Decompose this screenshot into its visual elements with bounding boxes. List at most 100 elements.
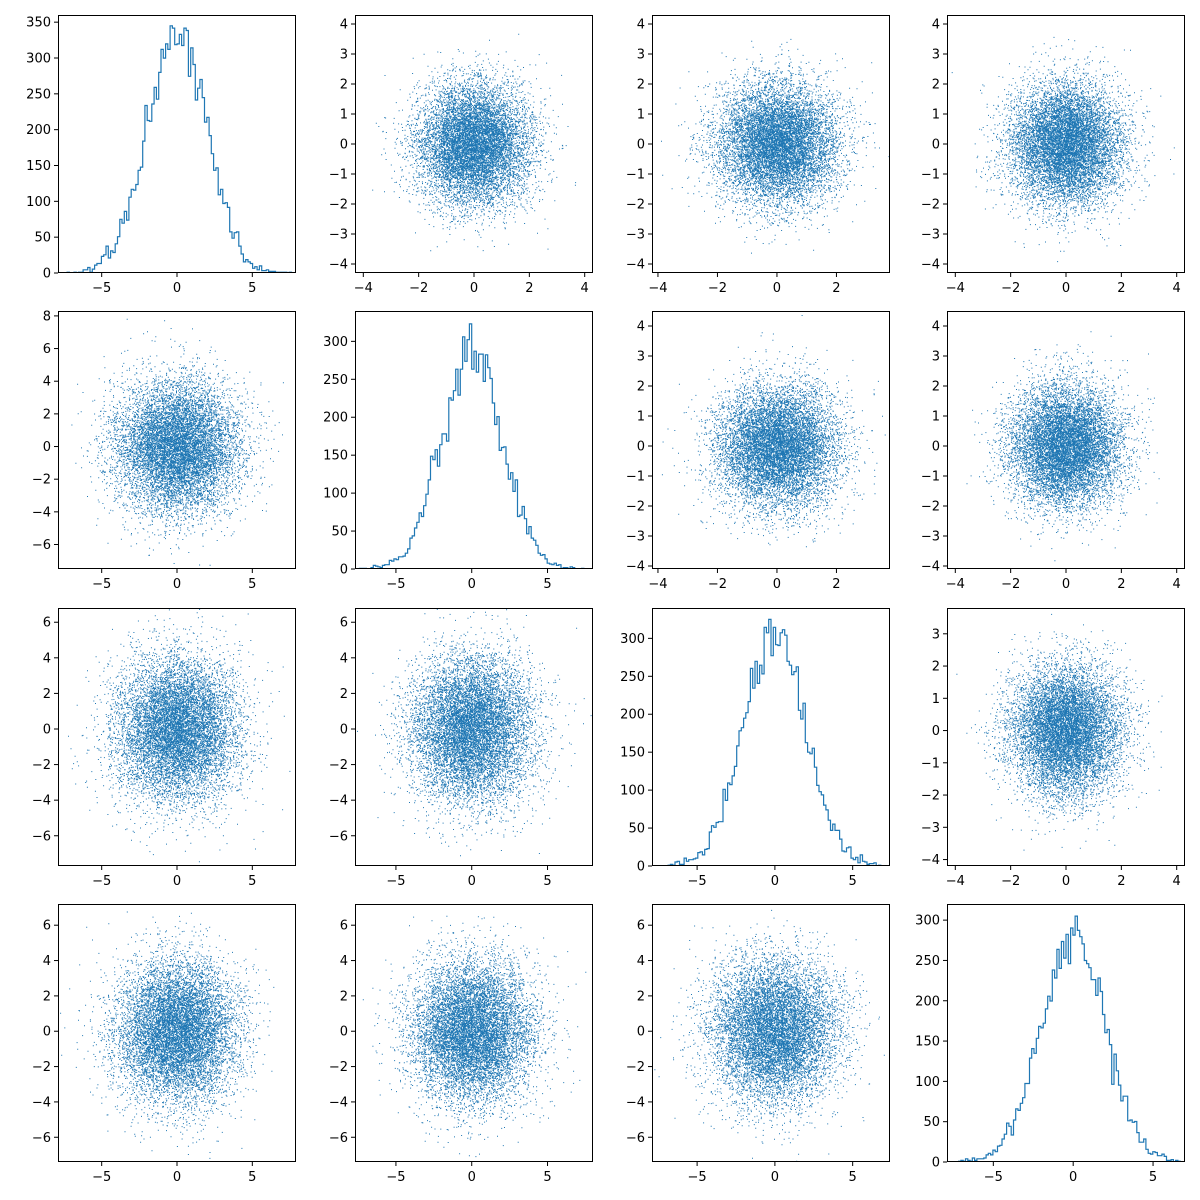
plot-area bbox=[63, 26, 292, 273]
x-tick-label: −5 bbox=[92, 281, 111, 296]
y-tick-label: 2 bbox=[932, 78, 940, 93]
x-tick-label: 5 bbox=[248, 577, 256, 592]
y-tick-label: 0 bbox=[637, 1025, 645, 1040]
y-tick-label: 2 bbox=[932, 380, 940, 395]
y-tick-label: 0 bbox=[43, 267, 51, 282]
y-tick-label: 4 bbox=[340, 954, 348, 969]
plot-area bbox=[952, 37, 1175, 262]
x-tick-label: −5 bbox=[92, 874, 111, 889]
scatter-points bbox=[661, 39, 890, 254]
plot-area bbox=[44, 887, 274, 1164]
x-tick-label: 0 bbox=[1062, 577, 1070, 592]
y-tick-label: 4 bbox=[340, 651, 348, 666]
x-tick-label: −4 bbox=[946, 577, 965, 592]
x-tick-label: 2 bbox=[525, 281, 533, 296]
y-tick-label: −2 bbox=[329, 198, 348, 213]
scatter-points bbox=[372, 34, 576, 252]
histogram-step-line bbox=[63, 26, 292, 273]
y-tick-label: 0 bbox=[932, 1156, 940, 1171]
y-tick-label: −4 bbox=[329, 1095, 348, 1110]
scatter-points bbox=[662, 315, 899, 547]
histogram-step-line bbox=[657, 619, 886, 866]
y-tick-label: −2 bbox=[626, 500, 645, 515]
y-tick-label: 4 bbox=[637, 954, 645, 969]
y-tick-label: 200 bbox=[26, 123, 51, 138]
y-tick-label: −2 bbox=[921, 789, 940, 804]
x-tick-label: 5 bbox=[248, 1170, 256, 1185]
y-tick-label: 8 bbox=[43, 309, 51, 324]
y-tick-label: 1 bbox=[932, 108, 940, 123]
x-tick-label: −5 bbox=[688, 874, 707, 889]
x-tick-label: 5 bbox=[1149, 1170, 1157, 1185]
x-tick-label: 0 bbox=[1069, 1170, 1077, 1185]
x-tick-label: 0 bbox=[771, 874, 779, 889]
y-tick-label: 4 bbox=[637, 18, 645, 33]
y-tick-label: 3 bbox=[932, 627, 940, 642]
y-tick-label: 0 bbox=[340, 1025, 348, 1040]
scatter-points bbox=[355, 592, 592, 857]
y-tick-label: 0 bbox=[43, 722, 51, 737]
y-tick-label: 150 bbox=[323, 449, 348, 464]
y-tick-label: 300 bbox=[323, 335, 348, 350]
y-tick-label: 1 bbox=[932, 692, 940, 707]
y-tick-label: 6 bbox=[340, 616, 348, 631]
x-tick-label: 0 bbox=[470, 281, 478, 296]
x-tick-label: −2 bbox=[1001, 281, 1020, 296]
y-tick-label: −4 bbox=[32, 794, 51, 809]
plot-area bbox=[952, 916, 1180, 1162]
y-tick-label: −6 bbox=[32, 538, 51, 553]
y-tick-label: −2 bbox=[32, 473, 51, 488]
y-tick-label: 150 bbox=[620, 746, 645, 761]
x-tick-label: −4 bbox=[946, 874, 965, 889]
y-tick-label: −4 bbox=[329, 258, 348, 273]
y-tick-label: 250 bbox=[915, 954, 940, 969]
y-tick-label: 2 bbox=[43, 989, 51, 1004]
y-tick-label: 0 bbox=[932, 138, 940, 153]
x-tick-label: 5 bbox=[849, 1170, 857, 1185]
x-tick-label: −5 bbox=[688, 1170, 707, 1185]
y-tick-label: 2 bbox=[340, 989, 348, 1004]
y-tick-label: −3 bbox=[921, 228, 940, 243]
y-tick-label: 4 bbox=[340, 18, 348, 33]
y-tick-label: 4 bbox=[43, 651, 51, 666]
scatter-points bbox=[952, 37, 1175, 262]
y-tick-label: 2 bbox=[43, 407, 51, 422]
y-tick-label: 200 bbox=[323, 411, 348, 426]
y-tick-label: 250 bbox=[620, 670, 645, 685]
y-tick-label: 6 bbox=[340, 919, 348, 934]
y-tick-label: 2 bbox=[932, 660, 940, 675]
y-tick-label: −6 bbox=[626, 1131, 645, 1146]
y-tick-label: 2 bbox=[340, 78, 348, 93]
y-tick-label: 2 bbox=[637, 78, 645, 93]
y-tick-label: 0 bbox=[932, 724, 940, 739]
y-tick-label: −3 bbox=[626, 530, 645, 545]
y-tick-label: 2 bbox=[340, 687, 348, 702]
y-tick-label: −1 bbox=[921, 756, 940, 771]
y-tick-label: 250 bbox=[26, 87, 51, 102]
y-tick-label: −6 bbox=[329, 1131, 348, 1146]
y-tick-label: −2 bbox=[921, 198, 940, 213]
y-tick-label: −2 bbox=[32, 1060, 51, 1075]
y-tick-label: 0 bbox=[932, 440, 940, 455]
y-tick-label: 0 bbox=[340, 138, 348, 153]
x-tick-label: 2 bbox=[1117, 874, 1125, 889]
axes-frame bbox=[356, 16, 593, 273]
y-tick-label: 300 bbox=[620, 632, 645, 647]
plot-area bbox=[68, 597, 305, 871]
x-tick-label: −4 bbox=[946, 281, 965, 296]
plot-area bbox=[967, 331, 1160, 561]
scatter-points bbox=[956, 604, 1162, 850]
y-tick-label: −4 bbox=[329, 794, 348, 809]
x-tick-label: 0 bbox=[173, 577, 181, 592]
y-tick-label: 150 bbox=[915, 1035, 940, 1050]
